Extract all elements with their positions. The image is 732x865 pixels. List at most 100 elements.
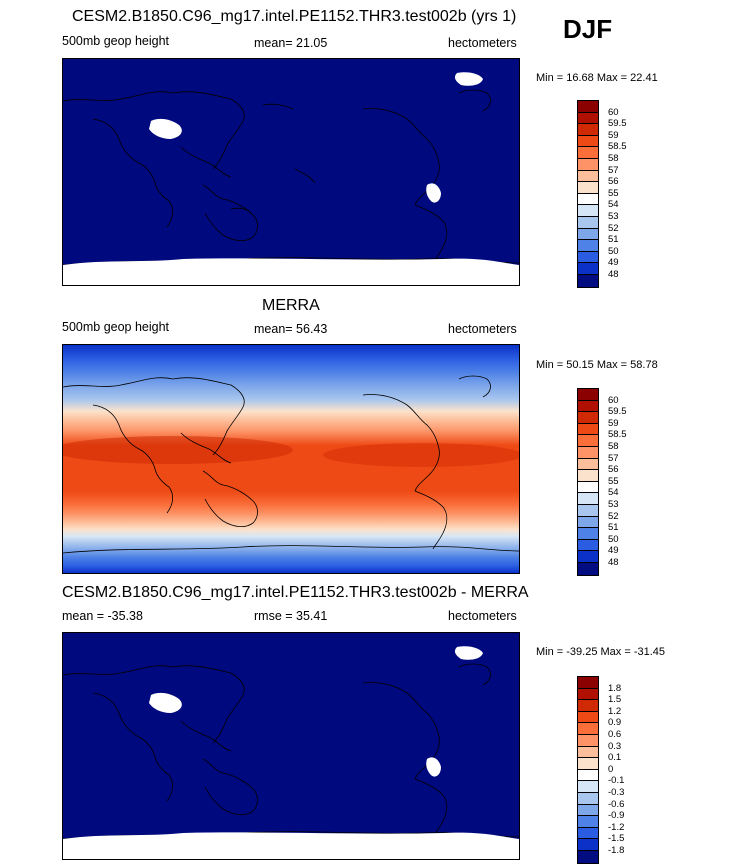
colorbar-swatch (578, 700, 598, 712)
colorbar-tick-label: 54 (608, 487, 619, 499)
colorbar-tick-label: 50 (608, 533, 619, 545)
colorbar-tick-label: 58.5 (608, 429, 627, 441)
colorbar-swatch (578, 493, 598, 505)
panel2-title: MERRA (262, 297, 320, 314)
colorbar-tick-label: -0.3 (608, 787, 625, 798)
colorbar-swatch (578, 816, 598, 828)
panel1-mean-label: mean= 21.05 (254, 36, 328, 50)
colorbar-swatch (578, 158, 598, 171)
panel2-colorbar (577, 388, 599, 576)
colorbar-tick-label: -1.5 (608, 833, 625, 845)
colorbar-swatch (578, 458, 598, 471)
panel3-mean-label: mean = -35.38 (62, 609, 143, 623)
colorbar-tick-label: 53 (608, 211, 619, 222)
colorbar-swatch (578, 827, 598, 840)
colorbar-swatch (578, 734, 598, 747)
panel3-colorbar (577, 676, 599, 864)
panel3-map (62, 632, 520, 860)
colorbar-tick-label: 51 (608, 522, 619, 534)
colorbar-tick-label: 57 (608, 452, 619, 464)
colorbar-swatch (578, 504, 598, 517)
colorbar-swatch (578, 562, 598, 575)
panel2-map-svg (63, 345, 519, 573)
colorbar-swatch (578, 228, 598, 241)
panel1-variable-label: 500mb geop height (62, 34, 170, 48)
colorbar-tick-label: 53 (608, 499, 619, 510)
season-label: DJF (563, 14, 613, 44)
colorbar-tick-label: 1.5 (608, 694, 622, 706)
panel2-units-label: hectometers (448, 322, 517, 336)
colorbar-swatch (578, 516, 598, 529)
colorbar-swatch (578, 274, 598, 287)
colorbar-tick-label: 56 (608, 464, 619, 476)
colorbar-tick-label: 55 (608, 475, 619, 487)
colorbar-tick-label: -1.2 (608, 821, 625, 833)
colorbar-swatch (578, 435, 598, 447)
colorbar-tick-label: 49 (608, 257, 619, 269)
colorbar-swatch (578, 182, 598, 194)
colorbar-swatch (578, 804, 598, 817)
panel1-missing-antarctica (63, 258, 519, 285)
panel1-map (62, 58, 520, 286)
colorbar-swatch (578, 400, 598, 413)
colorbar-tick-label: 0.3 (608, 740, 622, 752)
panel2-coastlines (63, 375, 519, 554)
colorbar-swatch (578, 193, 598, 206)
panel3-map-svg (63, 646, 519, 859)
panel3-colorbar-swatches (578, 677, 598, 863)
colorbar-swatch (578, 147, 598, 159)
colorbar-tick-label: -1.8 (608, 845, 625, 856)
panel2-warm-band-east (323, 443, 519, 467)
panel1-colorbar (577, 100, 599, 288)
panel2-warm-band-west (63, 436, 293, 464)
colorbar-tick-label: 58.5 (608, 141, 627, 153)
panel3-missing-andes (426, 757, 441, 777)
colorbar-tick-label: -0.1 (608, 775, 625, 787)
colorbar-tick-label: 59.5 (608, 406, 627, 418)
colorbar-swatch (578, 723, 598, 735)
colorbar-swatch (578, 423, 598, 436)
colorbar-tick-label: 58 (608, 153, 619, 164)
colorbar-swatch (578, 240, 598, 252)
colorbar-tick-label: 59.5 (608, 118, 627, 130)
panel1-title: CESM2.B1850.C96_mg17.intel.PE1152.THR3.t… (72, 8, 517, 25)
colorbar-swatch (578, 470, 598, 482)
colorbar-tick-label: 51 (608, 234, 619, 246)
colorbar-swatch (578, 781, 598, 793)
colorbar-tick-label: 58 (608, 441, 619, 452)
colorbar-swatch (578, 539, 598, 552)
colorbar-tick-label: -0.6 (608, 798, 625, 810)
colorbar-tick-label: 59 (608, 129, 619, 141)
colorbar-tick-label: 52 (608, 510, 619, 522)
colorbar-tick-label: -0.9 (608, 810, 625, 822)
panel3-missing-antarctica (63, 832, 519, 859)
panel2-minmax: Min = 50.15 Max = 58.78 (536, 359, 658, 371)
colorbar-swatch (578, 389, 598, 401)
colorbar-tick-label: 57 (608, 164, 619, 176)
panel1-missing-tibet (149, 118, 182, 139)
colorbar-swatch (578, 263, 598, 275)
colorbar-swatch (578, 769, 598, 782)
colorbar-swatch (578, 170, 598, 183)
colorbar-tick-label: 54 (608, 199, 619, 211)
panel1-missing-andes (426, 183, 441, 203)
panel2-map (62, 344, 520, 574)
panel3-missing-tibet (149, 692, 182, 713)
colorbar-tick-label: 56 (608, 176, 619, 188)
colorbar-swatch (578, 839, 598, 851)
panel3-title: CESM2.B1850.C96_mg17.intel.PE1152.THR3.t… (62, 584, 529, 601)
panel2-variable-label: 500mb geop height (62, 320, 170, 334)
colorbar-swatch (578, 124, 598, 136)
colorbar-tick-label: 0.9 (608, 717, 622, 729)
colorbar-swatch (578, 677, 598, 689)
panel3-coastlines (63, 663, 519, 840)
colorbar-swatch (578, 216, 598, 229)
colorbar-swatch (578, 528, 598, 540)
panel3-units-label: hectometers (448, 609, 517, 623)
panel1-missing-greenland (454, 72, 483, 86)
colorbar-tick-label: 50 (608, 245, 619, 257)
panel1-colorbar-swatches (578, 101, 598, 287)
colorbar-tick-label: 52 (608, 222, 619, 234)
colorbar-tick-label: 60 (608, 106, 619, 118)
colorbar-tick-label: 48 (608, 557, 619, 568)
